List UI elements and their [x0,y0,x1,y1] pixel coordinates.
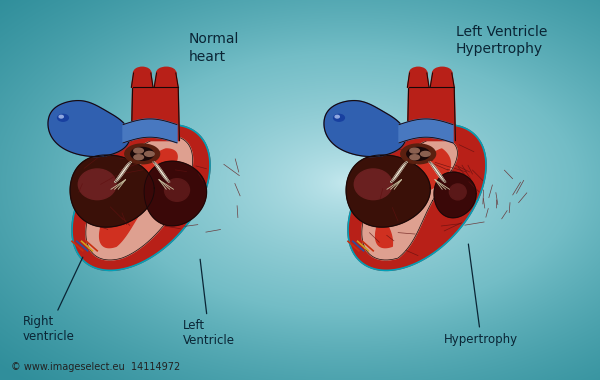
Ellipse shape [410,148,419,153]
Ellipse shape [145,152,154,157]
Ellipse shape [134,67,151,79]
Ellipse shape [59,116,64,118]
Polygon shape [70,155,154,227]
Polygon shape [86,136,193,260]
Polygon shape [429,162,446,182]
Polygon shape [399,119,453,143]
Polygon shape [154,73,178,87]
Polygon shape [324,101,406,157]
Ellipse shape [78,169,116,200]
Text: Hypertrophy: Hypertrophy [444,244,518,345]
Ellipse shape [421,152,430,157]
Ellipse shape [401,144,436,164]
Ellipse shape [354,169,392,200]
Polygon shape [131,87,179,141]
Ellipse shape [58,114,68,121]
Ellipse shape [134,148,143,153]
Ellipse shape [125,144,160,164]
Polygon shape [100,149,177,248]
Polygon shape [144,161,206,226]
Ellipse shape [157,67,176,79]
Ellipse shape [164,179,190,201]
Polygon shape [123,119,177,143]
Ellipse shape [410,155,419,160]
Polygon shape [434,172,476,218]
Polygon shape [115,162,131,182]
Ellipse shape [335,116,340,118]
Polygon shape [153,162,170,182]
Polygon shape [348,125,486,271]
Ellipse shape [449,184,466,200]
Ellipse shape [407,147,430,160]
Polygon shape [407,73,429,87]
Text: © www.imageselect.eu  14114972: © www.imageselect.eu 14114972 [11,362,180,372]
Polygon shape [407,87,455,141]
Ellipse shape [134,155,143,160]
Text: Normal
heart: Normal heart [189,32,239,63]
Text: Left Ventricle
Hypertrophy: Left Ventricle Hypertrophy [456,25,547,56]
Ellipse shape [410,67,427,79]
Polygon shape [346,155,430,227]
Ellipse shape [334,114,344,121]
Polygon shape [131,73,153,87]
Ellipse shape [433,67,452,79]
Polygon shape [72,125,210,271]
Polygon shape [48,101,130,157]
Text: Left
Ventricle: Left Ventricle [183,259,235,347]
Polygon shape [362,137,457,260]
Polygon shape [355,149,451,248]
Polygon shape [391,162,407,182]
Text: Right
ventricle: Right ventricle [23,257,83,344]
Polygon shape [430,73,454,87]
Ellipse shape [131,147,154,160]
